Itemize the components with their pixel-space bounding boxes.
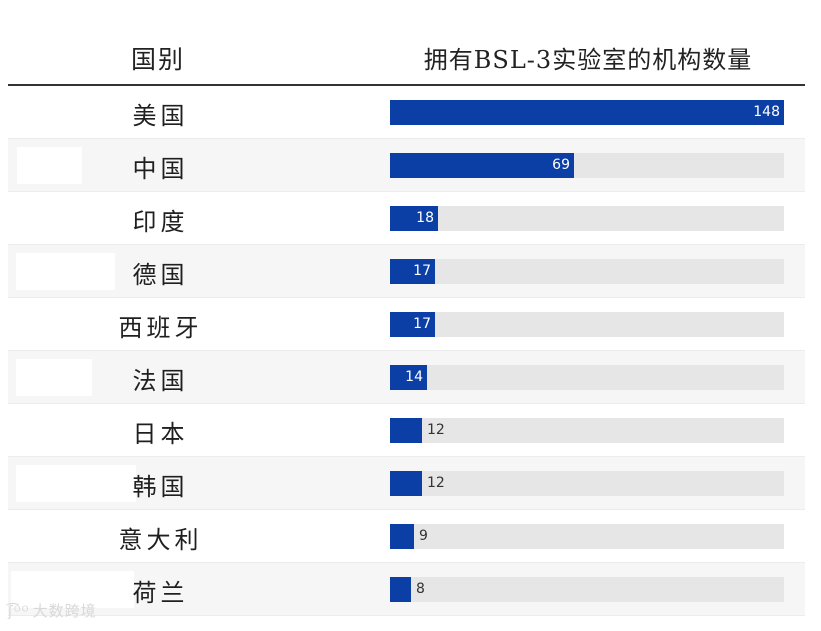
bar: [390, 206, 438, 231]
bar-track: 17: [390, 312, 784, 337]
bar-track: 8: [390, 577, 784, 602]
category-label: 法国: [132, 367, 189, 395]
bar: [390, 418, 422, 443]
row-divider: [8, 456, 805, 457]
watermark: ʃ͡ᴼᴼ 大数跨境: [8, 600, 97, 621]
bar-track: 69: [390, 153, 784, 178]
bar-track: 148: [390, 100, 784, 125]
bar-row: 意大利 9: [8, 510, 805, 563]
row-mask: [16, 465, 136, 502]
row-mask: [17, 147, 82, 184]
chart-header: 国别 拥有BSL-3实验室的机构数量: [8, 28, 805, 84]
bar-row: 日本 12: [8, 404, 805, 457]
header-rule: [8, 84, 805, 86]
bar-row: 印度 18: [8, 192, 805, 245]
bar-track: 9: [390, 524, 784, 549]
value-label: 8: [416, 581, 425, 597]
bar-row: 美国 148: [8, 86, 805, 139]
row-divider: [8, 509, 805, 510]
row-mask: [16, 359, 92, 396]
bar-row: 法国 14: [8, 351, 805, 404]
value-label: 69: [552, 157, 570, 173]
bar-row: 德国 17: [8, 245, 805, 298]
bar-track: 17: [390, 259, 784, 284]
bar-track: 18: [390, 206, 784, 231]
watermark-text: 大数跨境: [32, 602, 97, 620]
chart-rows: 美国 148 中国 69 印度 18 德国 17 西班牙 17 法国 14 日本 12 韩国 12 意大利 9 荷兰…: [8, 86, 805, 616]
value-label: 12: [427, 422, 445, 438]
row-divider: [8, 403, 805, 404]
value-label: 17: [413, 316, 431, 332]
category-label: 中国: [132, 155, 189, 183]
category-label: 韩国: [132, 473, 189, 501]
row-divider: [8, 615, 805, 616]
category-label: 美国: [132, 102, 189, 130]
bar-row: 西班牙 17: [8, 298, 805, 351]
value-label: 9: [419, 528, 428, 544]
weibo-icon: ʃ͡ᴼᴼ: [8, 604, 30, 620]
row-divider: [8, 138, 805, 139]
row-divider: [8, 350, 805, 351]
category-label: 日本: [132, 420, 189, 448]
category-label: 荷兰: [132, 579, 189, 607]
bar-track: 12: [390, 471, 784, 496]
bar-track: 12: [390, 418, 784, 443]
row-divider: [8, 297, 805, 298]
bar: [390, 153, 574, 178]
row-mask: [16, 253, 115, 290]
bar: [390, 259, 435, 284]
category-label: 印度: [132, 208, 189, 236]
category-label: 西班牙: [118, 314, 203, 342]
bar-row: 荷兰 8: [8, 563, 805, 616]
value-label: 148: [753, 104, 780, 120]
bar: [390, 365, 427, 390]
value-label: 17: [413, 263, 431, 279]
row-divider: [8, 562, 805, 563]
bar-track: 14: [390, 365, 784, 390]
bar-row: 中国 69: [8, 139, 805, 192]
row-mask: [11, 571, 134, 608]
value-label: 18: [416, 210, 434, 226]
value-label: 14: [405, 369, 423, 385]
bar-row: 韩国 12: [8, 457, 805, 510]
bar: [390, 312, 435, 337]
bar: [390, 100, 784, 125]
count-column-header: 拥有BSL-3实验室的机构数量: [423, 46, 753, 74]
category-label: 意大利: [118, 526, 203, 554]
category-label: 德国: [132, 261, 189, 289]
bar: [390, 524, 414, 549]
bar: [390, 577, 411, 602]
bar: [390, 471, 422, 496]
country-column-header: 国别: [130, 45, 185, 74]
row-divider: [8, 244, 805, 245]
row-divider: [8, 191, 805, 192]
value-label: 12: [427, 475, 445, 491]
